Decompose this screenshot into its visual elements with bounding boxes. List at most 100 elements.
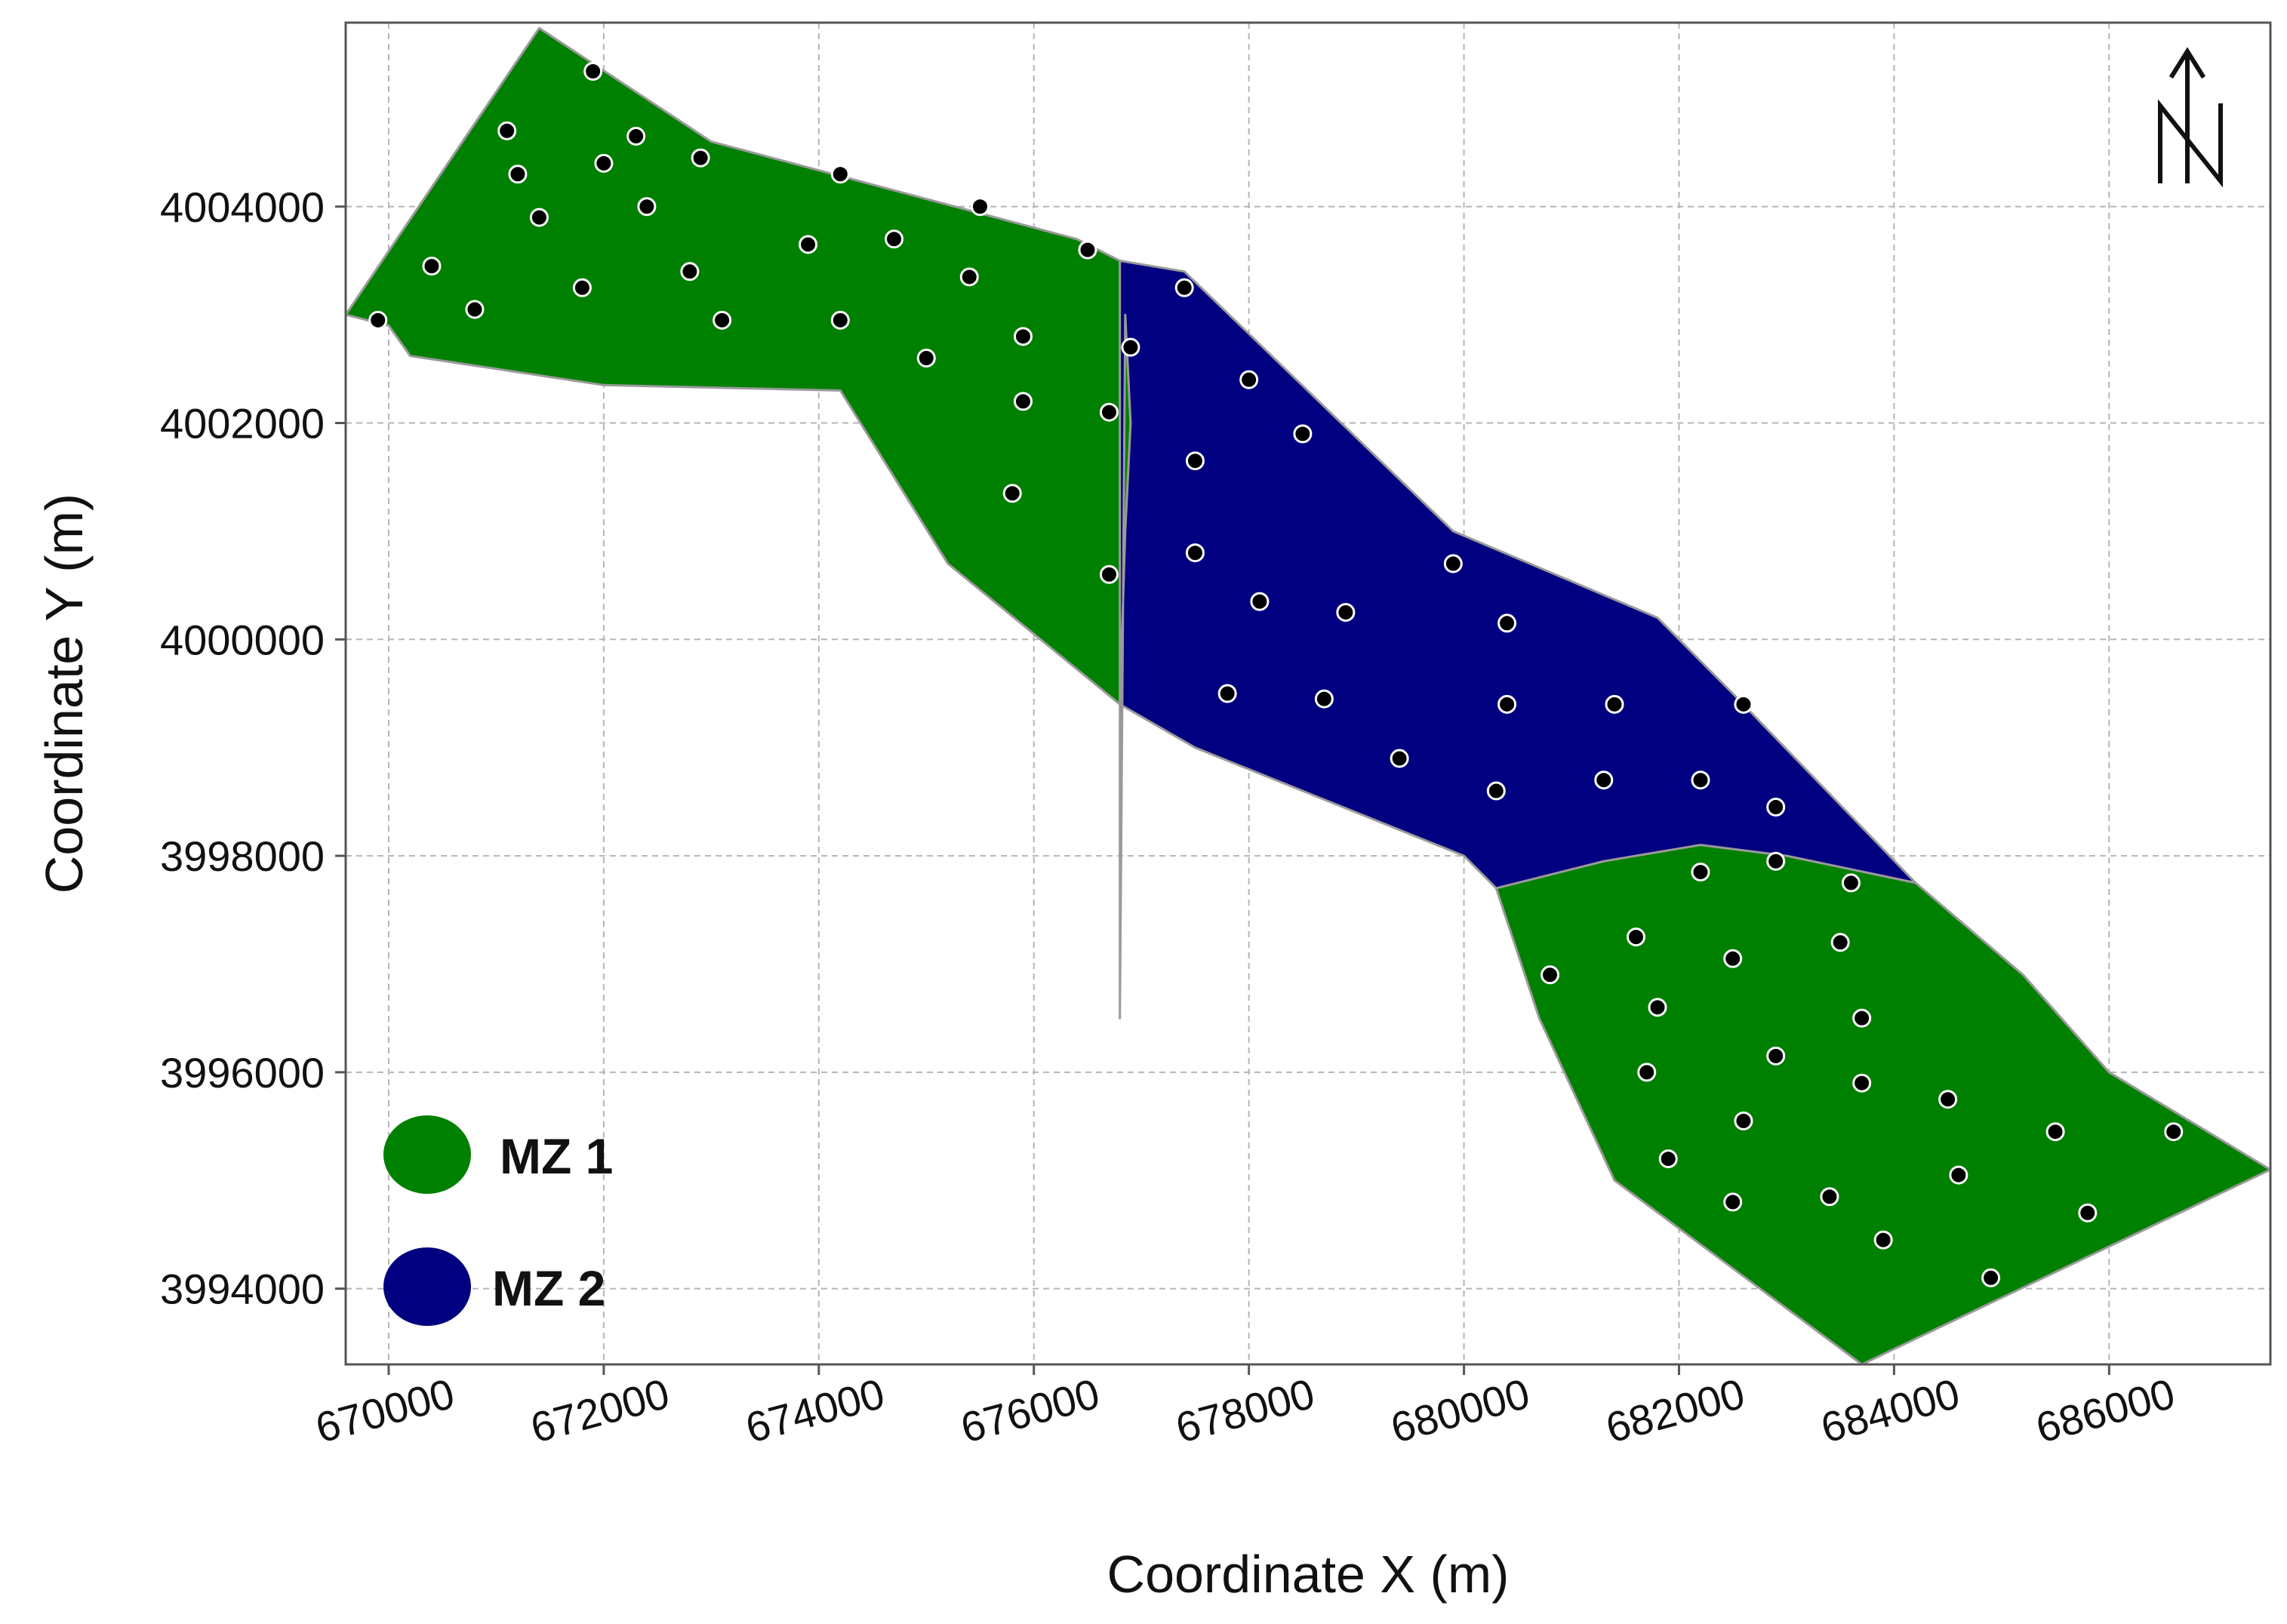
sample-point xyxy=(916,349,936,368)
sample-point xyxy=(1013,392,1033,411)
x-tick-label: 674000 xyxy=(740,1370,889,1452)
sample-point xyxy=(1852,1073,1872,1093)
sample-point xyxy=(1637,1063,1657,1082)
sample-point xyxy=(1594,770,1614,790)
sample-point xyxy=(583,62,603,82)
x-tick-label: 686000 xyxy=(2031,1370,2180,1452)
legend-label-mz1: MZ 1 xyxy=(500,1128,613,1184)
sample-point xyxy=(1626,927,1645,947)
sample-point xyxy=(1336,602,1356,622)
legend-label-mz2: MZ 2 xyxy=(492,1260,605,1316)
sample-point xyxy=(1820,1187,1839,1207)
legend-swatch-mz2 xyxy=(383,1247,471,1326)
sample-point xyxy=(1648,998,1667,1017)
y-axis-ticks: 4004000 4002000 4000000 3998000 3996000 39940… xyxy=(160,183,346,1313)
sample-point xyxy=(1723,1192,1743,1212)
x-tick-label: 680000 xyxy=(1386,1370,1534,1452)
y-tick-label: 3998000 xyxy=(160,832,325,880)
x-tick-label: 682000 xyxy=(1601,1370,1750,1452)
sample-point xyxy=(1981,1268,2001,1287)
x-axis-title: Coordinate X (m) xyxy=(1107,1545,1510,1604)
sample-point xyxy=(1658,1149,1678,1169)
sample-point xyxy=(1443,554,1463,574)
sample-point xyxy=(1497,694,1517,714)
sample-point xyxy=(508,165,528,184)
sample-point xyxy=(885,229,904,249)
sample-point xyxy=(1766,851,1786,871)
sample-point xyxy=(1830,933,1850,952)
sample-point xyxy=(497,121,517,140)
map-plot-area xyxy=(344,21,2272,1366)
x-tick-label: 684000 xyxy=(1816,1370,1965,1452)
sample-point xyxy=(691,148,710,168)
sample-point xyxy=(594,153,614,173)
sample-point xyxy=(830,165,850,184)
sample-point xyxy=(1250,592,1270,611)
legend-item-mz1: MZ 1 xyxy=(383,1115,613,1194)
sample-point xyxy=(1390,749,1409,768)
x-axis-ticks: 670000 672000 674000 676000 678000 680000 6820… xyxy=(311,1364,2180,1452)
sample-point xyxy=(422,257,442,276)
sample-point xyxy=(1002,484,1022,503)
sample-point xyxy=(1766,798,1786,817)
sample-point xyxy=(529,208,549,227)
sample-point xyxy=(1099,402,1119,422)
sample-point xyxy=(1078,240,1097,260)
sample-point xyxy=(626,127,646,146)
sample-point xyxy=(1099,564,1119,584)
sample-point xyxy=(1938,1090,1958,1109)
sample-point xyxy=(1121,337,1140,357)
sample-point xyxy=(713,310,732,330)
x-tick-label: 678000 xyxy=(1171,1370,1319,1452)
y-tick-label: 4002000 xyxy=(160,400,325,448)
sample-point xyxy=(1541,965,1560,985)
sample-point xyxy=(971,197,990,217)
sample-point xyxy=(1013,327,1033,346)
sample-point xyxy=(2164,1122,2184,1142)
y-axis-title: Coordinate Y (m) xyxy=(35,494,94,894)
x-tick-label: 670000 xyxy=(311,1370,460,1452)
sample-point xyxy=(1734,1111,1753,1130)
sample-point xyxy=(637,197,657,217)
sample-point xyxy=(1185,543,1205,563)
y-tick-label: 4004000 xyxy=(160,183,325,231)
y-tick-label: 3996000 xyxy=(160,1049,325,1097)
sample-point xyxy=(1852,1008,1872,1028)
sample-point xyxy=(2078,1203,2098,1223)
sample-point xyxy=(680,262,700,281)
zone-polygon-2 xyxy=(1494,844,2272,1366)
sample-point xyxy=(1605,694,1624,714)
sample-point xyxy=(1841,873,1861,893)
sample-point xyxy=(1239,370,1259,389)
sample-points xyxy=(368,62,2184,1287)
sample-point xyxy=(959,267,979,287)
sample-point xyxy=(2045,1122,2065,1142)
zone-polygons xyxy=(344,26,2272,1366)
sample-point xyxy=(1734,694,1753,714)
sample-point xyxy=(1293,424,1313,444)
legend-item-mz2: MZ 2 xyxy=(383,1247,605,1326)
legend-swatch-mz1 xyxy=(383,1115,471,1194)
sample-point xyxy=(572,278,592,297)
sample-point xyxy=(1185,451,1205,471)
north-arrow-icon xyxy=(2158,47,2223,188)
sample-point xyxy=(1174,278,1194,297)
x-tick-label: 672000 xyxy=(525,1370,674,1452)
sample-point xyxy=(1217,684,1237,703)
sample-point xyxy=(465,300,485,319)
sample-point xyxy=(1691,863,1710,882)
sample-point xyxy=(1486,781,1506,801)
sample-point xyxy=(830,310,850,330)
sample-point xyxy=(1949,1165,1968,1185)
plot-frame xyxy=(344,21,2272,1366)
sample-point xyxy=(1873,1230,1893,1250)
y-tick-label: 4000000 xyxy=(160,616,325,663)
sample-point xyxy=(1766,1046,1786,1066)
y-tick-label: 3994000 xyxy=(160,1266,325,1313)
sample-point xyxy=(368,310,388,330)
sample-point xyxy=(1723,949,1743,968)
sample-point xyxy=(1497,614,1517,633)
x-tick-label: 676000 xyxy=(956,1370,1104,1452)
sample-point xyxy=(799,235,818,254)
